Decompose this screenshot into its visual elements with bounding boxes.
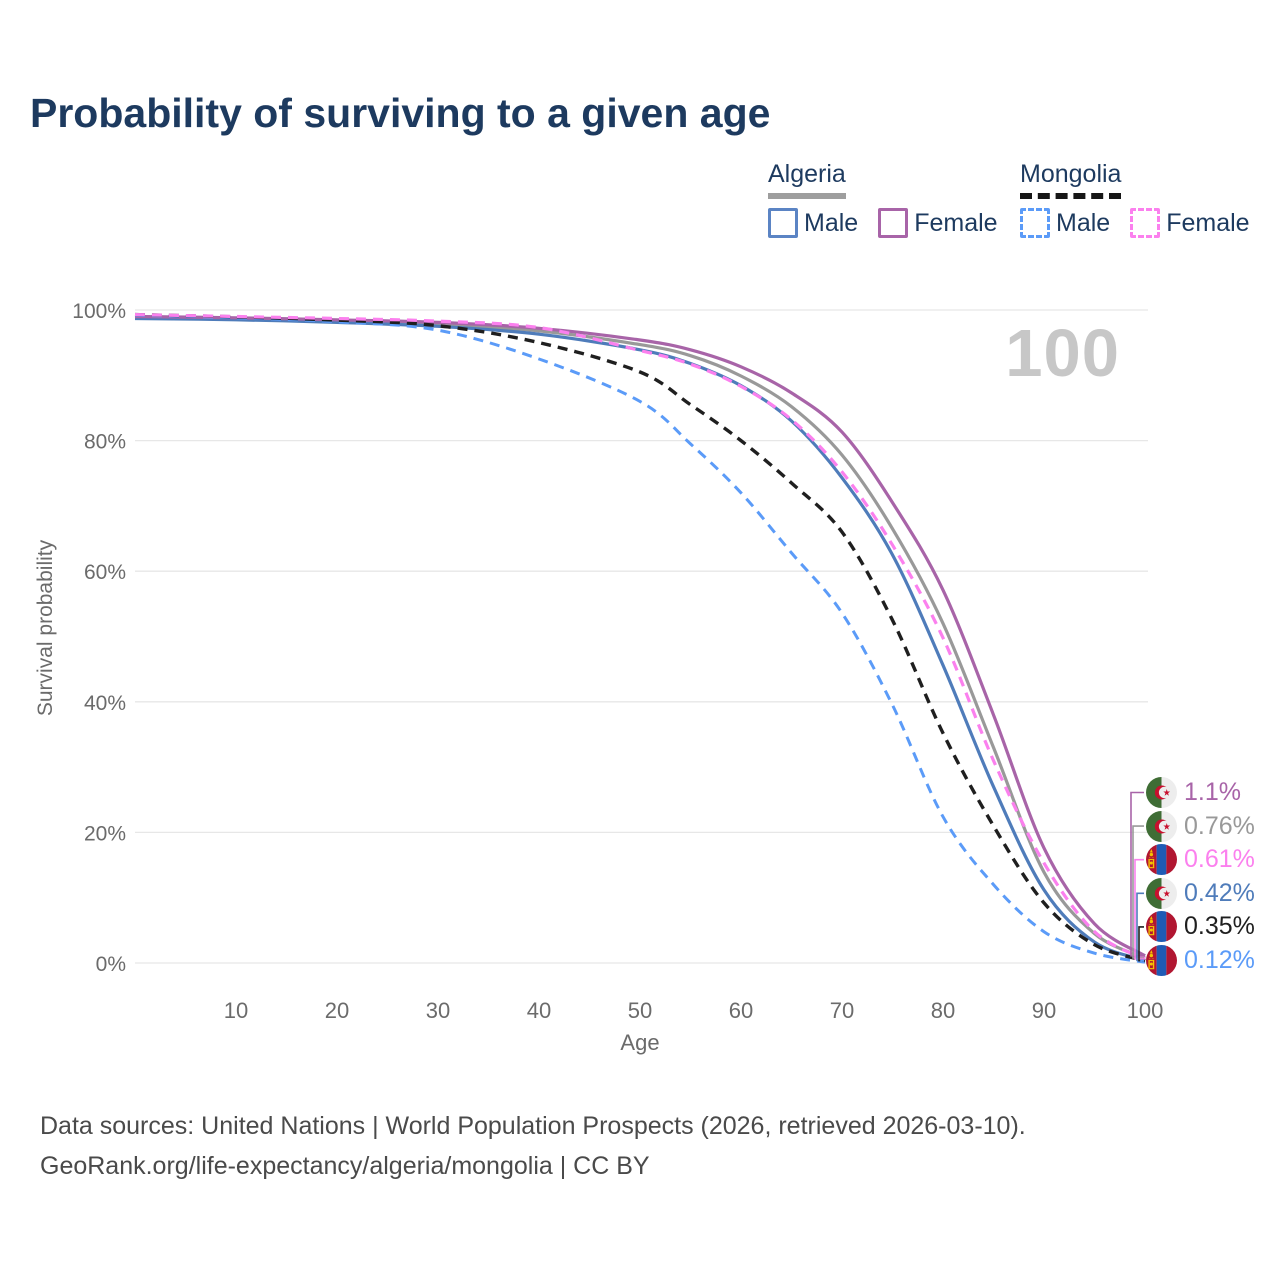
x-tick-label: 70 <box>830 998 854 1023</box>
legend-item-algeria-male[interactable]: Male <box>768 208 858 238</box>
legend-country-mongolia: Mongolia <box>1020 160 1122 199</box>
y-tick-label: 20% <box>84 822 126 845</box>
legend-item-algeria-female[interactable]: Female <box>878 208 998 238</box>
legend-group-algeria: Algeria Male Female <box>768 160 1018 238</box>
y-tick-label: 0% <box>96 953 126 976</box>
legend-item-label: Male <box>804 208 859 237</box>
series-algeria-male <box>134 316 1146 962</box>
series-mongolia-male <box>134 313 1146 964</box>
legend-group-mongolia: Mongolia Male Female <box>1020 160 1270 238</box>
y-axis-title: Survival probability <box>34 539 57 716</box>
attribution-text: GeoRank.org/life-expectancy/algeria/mong… <box>40 1152 650 1180</box>
legend-item-label: Female <box>914 208 998 237</box>
series-algeria-female <box>134 314 1146 958</box>
y-tick-label: 80% <box>84 431 126 454</box>
x-tick-label: 90 <box>1032 998 1056 1023</box>
mongolia-male-swatch-icon <box>1020 208 1050 238</box>
x-tick-label: 20 <box>325 998 349 1023</box>
legend-item-label: Male <box>1056 208 1111 237</box>
data-sources-text: Data sources: United Nations | World Pop… <box>40 1112 1026 1140</box>
x-tick-label: 80 <box>931 998 955 1023</box>
algeria-female-swatch-icon <box>878 208 909 238</box>
legend-item-label: Female <box>1166 208 1250 237</box>
legend-item-mongolia-female[interactable]: Female <box>1130 208 1250 238</box>
watermark-100: 100 <box>1005 316 1120 391</box>
y-tick-label: 40% <box>84 692 126 715</box>
x-tick-label: 10 <box>224 998 248 1023</box>
legend-country-algeria: Algeria <box>768 160 846 199</box>
series-mongolia-female <box>134 313 1146 961</box>
algeria-male-swatch-icon <box>768 208 798 238</box>
x-tick-label: 30 <box>426 998 450 1023</box>
mongolia-female-swatch-icon <box>1130 208 1161 238</box>
legend-item-mongolia-male[interactable]: Male <box>1020 208 1110 238</box>
leader-line-mongolia-male <box>1140 959 1144 963</box>
x-axis-title: Age <box>620 1030 659 1055</box>
footer: Data sources: United Nations | World Pop… <box>40 1106 1026 1186</box>
series-mongolia-both-sexes <box>134 312 1146 963</box>
x-tick-label: 40 <box>527 998 551 1023</box>
survival-chart: 0% 20% 40% 60% 80% 100% 10 20 30 40 50 60 70 80 90 100 A… <box>34 300 1164 1055</box>
page-title: Probability of surviving to a given age <box>30 90 771 136</box>
x-tick-label: 60 <box>729 998 753 1023</box>
series-algeria-both-sexes <box>134 315 1146 960</box>
y-tick-label: 60% <box>84 561 126 584</box>
x-tick-label: 50 <box>628 998 652 1023</box>
y-tick-label: 100% <box>72 300 126 323</box>
x-tick-label: 100 <box>1127 998 1164 1023</box>
